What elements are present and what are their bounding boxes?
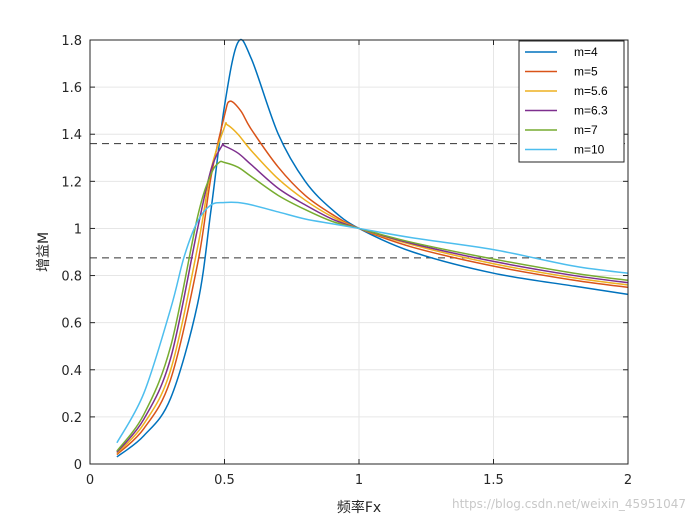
x-tick-label: 2 [624, 473, 632, 488]
legend-label: m=7 [574, 123, 598, 137]
legend-label: m=5.6 [574, 84, 608, 98]
y-axis-label: 增益M [36, 232, 52, 272]
legend-box [518, 40, 625, 163]
series-line-4 [116, 143, 629, 453]
series-group [116, 38, 629, 458]
x-axis-label: 频率Fx [337, 499, 381, 516]
y-tick-label: 1.2 [61, 175, 82, 190]
y-tick-label: 1.4 [61, 128, 82, 143]
y-tick-label: 1 [74, 222, 82, 237]
legend-label: m=6.3 [574, 104, 608, 118]
x-tick-label: 1.5 [483, 473, 504, 488]
ticks: 0 0.5 1 1.5 2 0 0.2 0.4 0.6 0.8 1 1.2 1.4 1.6 1.8 [61, 34, 632, 488]
watermark: https://blog.csdn.net/weixin_45951047 [452, 497, 686, 511]
y-tick-label: 0.4 [61, 364, 82, 379]
legend-label: m=5 [574, 65, 598, 79]
legend-label: m=10 [574, 143, 605, 157]
y-tick-label: 1.8 [61, 34, 82, 49]
series-line-3 [116, 121, 629, 454]
series-line-2 [116, 100, 629, 456]
y-tick-label: 0 [74, 458, 82, 473]
x-tick-label: 0.5 [214, 473, 235, 488]
series-line-5 [116, 160, 629, 452]
series-line-1 [116, 38, 629, 458]
x-tick-label: 1 [355, 473, 363, 488]
legend-label: m=4 [574, 45, 598, 59]
series-line-6 [116, 201, 629, 444]
y-tick-label: 0.2 [61, 411, 82, 426]
y-tick-label: 1.6 [61, 81, 82, 96]
x-tick-label: 0 [86, 473, 94, 488]
y-tick-label: 0.8 [61, 270, 82, 285]
legend: m=4 m=5 m=5.6 m=6.3 m=7 m=10 [518, 40, 625, 163]
y-tick-label: 0.6 [61, 317, 82, 332]
